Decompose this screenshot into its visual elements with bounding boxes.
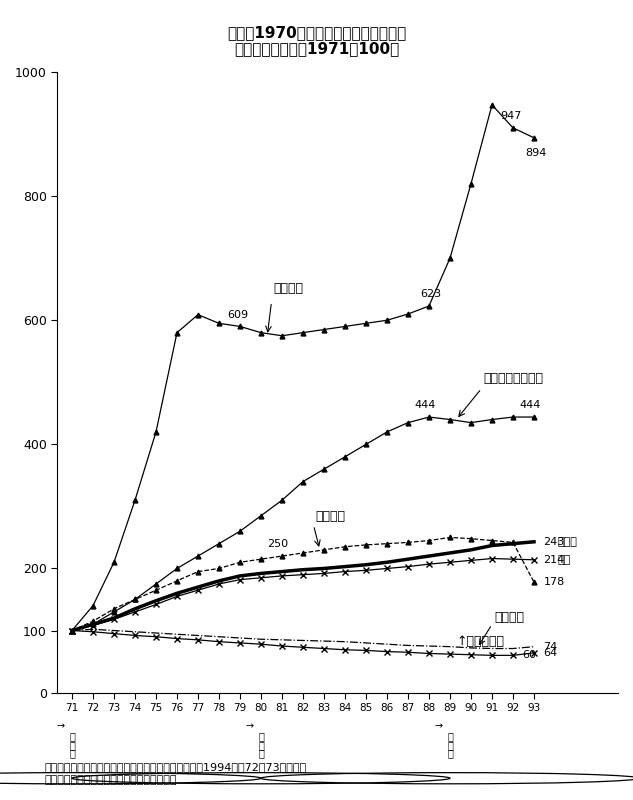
Text: ↑緑茶（量）: ↑緑茶（量） bbox=[456, 634, 505, 648]
Text: 250: 250 bbox=[267, 539, 289, 550]
Text: 609: 609 bbox=[227, 310, 249, 320]
Text: 乳酸飲料: 乳酸飲料 bbox=[494, 611, 524, 624]
Text: 623: 623 bbox=[420, 290, 442, 299]
Text: 全飲料: 全飲料 bbox=[557, 537, 577, 546]
Text: 444: 444 bbox=[519, 400, 541, 410]
Text: 炭酸飲料: 炭酸飲料 bbox=[316, 510, 346, 523]
Text: 178: 178 bbox=[544, 577, 565, 587]
Text: ジュース: ジュース bbox=[273, 282, 304, 295]
Text: 243: 243 bbox=[544, 537, 565, 546]
Text: 九
七
〇: 九 七 〇 bbox=[69, 731, 75, 758]
Text: 九
八
〇: 九 八 〇 bbox=[258, 731, 264, 758]
Text: 894: 894 bbox=[525, 148, 547, 158]
Text: →: → bbox=[434, 722, 442, 732]
Text: 444: 444 bbox=[414, 400, 436, 410]
Text: 購入金額の推移（1971＝100）: 購入金額の推移（1971＝100） bbox=[234, 42, 399, 57]
Text: コーヒー・ココア: コーヒー・ココア bbox=[484, 372, 544, 386]
Text: 九
九
〇: 九 九 〇 bbox=[447, 731, 453, 758]
Text: 947: 947 bbox=[500, 111, 522, 121]
Text: 64: 64 bbox=[544, 648, 558, 658]
Text: →: → bbox=[56, 722, 65, 732]
Text: →: → bbox=[246, 722, 253, 732]
Text: ［出所］『コーヒー関係飲料』全日本コーヒー協会、1994年、72～73ページ。: ［出所］『コーヒー関係飲料』全日本コーヒー協会、1994年、72～73ページ。 bbox=[44, 762, 306, 771]
Text: 60: 60 bbox=[522, 650, 536, 660]
Text: ［注］緑茶（量）の線のみ数量、他は金額。: ［注］緑茶（量）の線のみ数量、他は金額。 bbox=[44, 775, 177, 786]
Text: 緑茶: 緑茶 bbox=[557, 554, 570, 565]
Text: 図２　1970年代以降の世帯の各種飲料: 図２ 1970年代以降の世帯の各種飲料 bbox=[227, 26, 406, 41]
Text: 74: 74 bbox=[544, 642, 558, 652]
Text: 214: 214 bbox=[544, 554, 565, 565]
